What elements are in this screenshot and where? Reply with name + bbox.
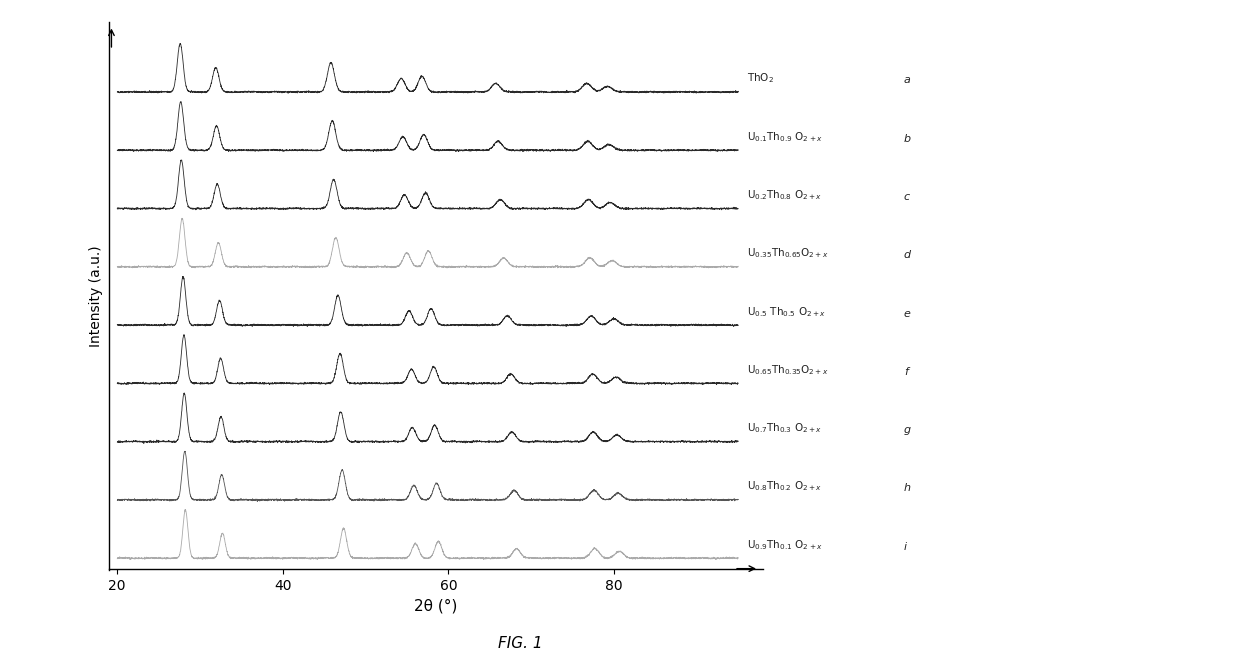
Text: U$_{0.9}$Th$_{0.1}$ O$_{2+x}$: U$_{0.9}$Th$_{0.1}$ O$_{2+x}$ (746, 538, 822, 552)
X-axis label: 2θ (°): 2θ (°) (414, 599, 458, 614)
Text: U$_{0.35}$Th$_{0.65}$O$_{2+x}$: U$_{0.35}$Th$_{0.65}$O$_{2+x}$ (746, 246, 828, 260)
Y-axis label: Intensity (a.u.): Intensity (a.u.) (89, 245, 103, 346)
Text: e: e (904, 309, 910, 318)
Text: U$_{0.8}$Th$_{0.2}$ O$_{2+x}$: U$_{0.8}$Th$_{0.2}$ O$_{2+x}$ (746, 479, 822, 493)
Text: FIG. 1: FIG. 1 (498, 637, 543, 652)
Text: a: a (904, 75, 910, 86)
Text: h: h (904, 483, 911, 493)
Text: b: b (904, 134, 911, 143)
Text: g: g (904, 425, 911, 435)
Text: ThO$_2$: ThO$_2$ (746, 71, 774, 86)
Text: c: c (904, 192, 910, 202)
Text: f: f (904, 367, 908, 377)
Text: U$_{0.65}$Th$_{0.35}$O$_{2+x}$: U$_{0.65}$Th$_{0.35}$O$_{2+x}$ (746, 363, 828, 377)
Text: U$_{0.5}$ Th$_{0.5}$ O$_{2+x}$: U$_{0.5}$ Th$_{0.5}$ O$_{2+x}$ (746, 305, 826, 318)
Text: d: d (904, 250, 911, 260)
Text: U$_{0.2}$Th$_{0.8}$ O$_{2+x}$: U$_{0.2}$Th$_{0.8}$ O$_{2+x}$ (746, 188, 822, 202)
Text: U$_{0.7}$Th$_{0.3}$ O$_{2+x}$: U$_{0.7}$Th$_{0.3}$ O$_{2+x}$ (746, 421, 822, 435)
Text: i: i (904, 542, 906, 552)
Text: U$_{0.1}$Th$_{0.9}$ O$_{2+x}$: U$_{0.1}$Th$_{0.9}$ O$_{2+x}$ (746, 130, 822, 143)
